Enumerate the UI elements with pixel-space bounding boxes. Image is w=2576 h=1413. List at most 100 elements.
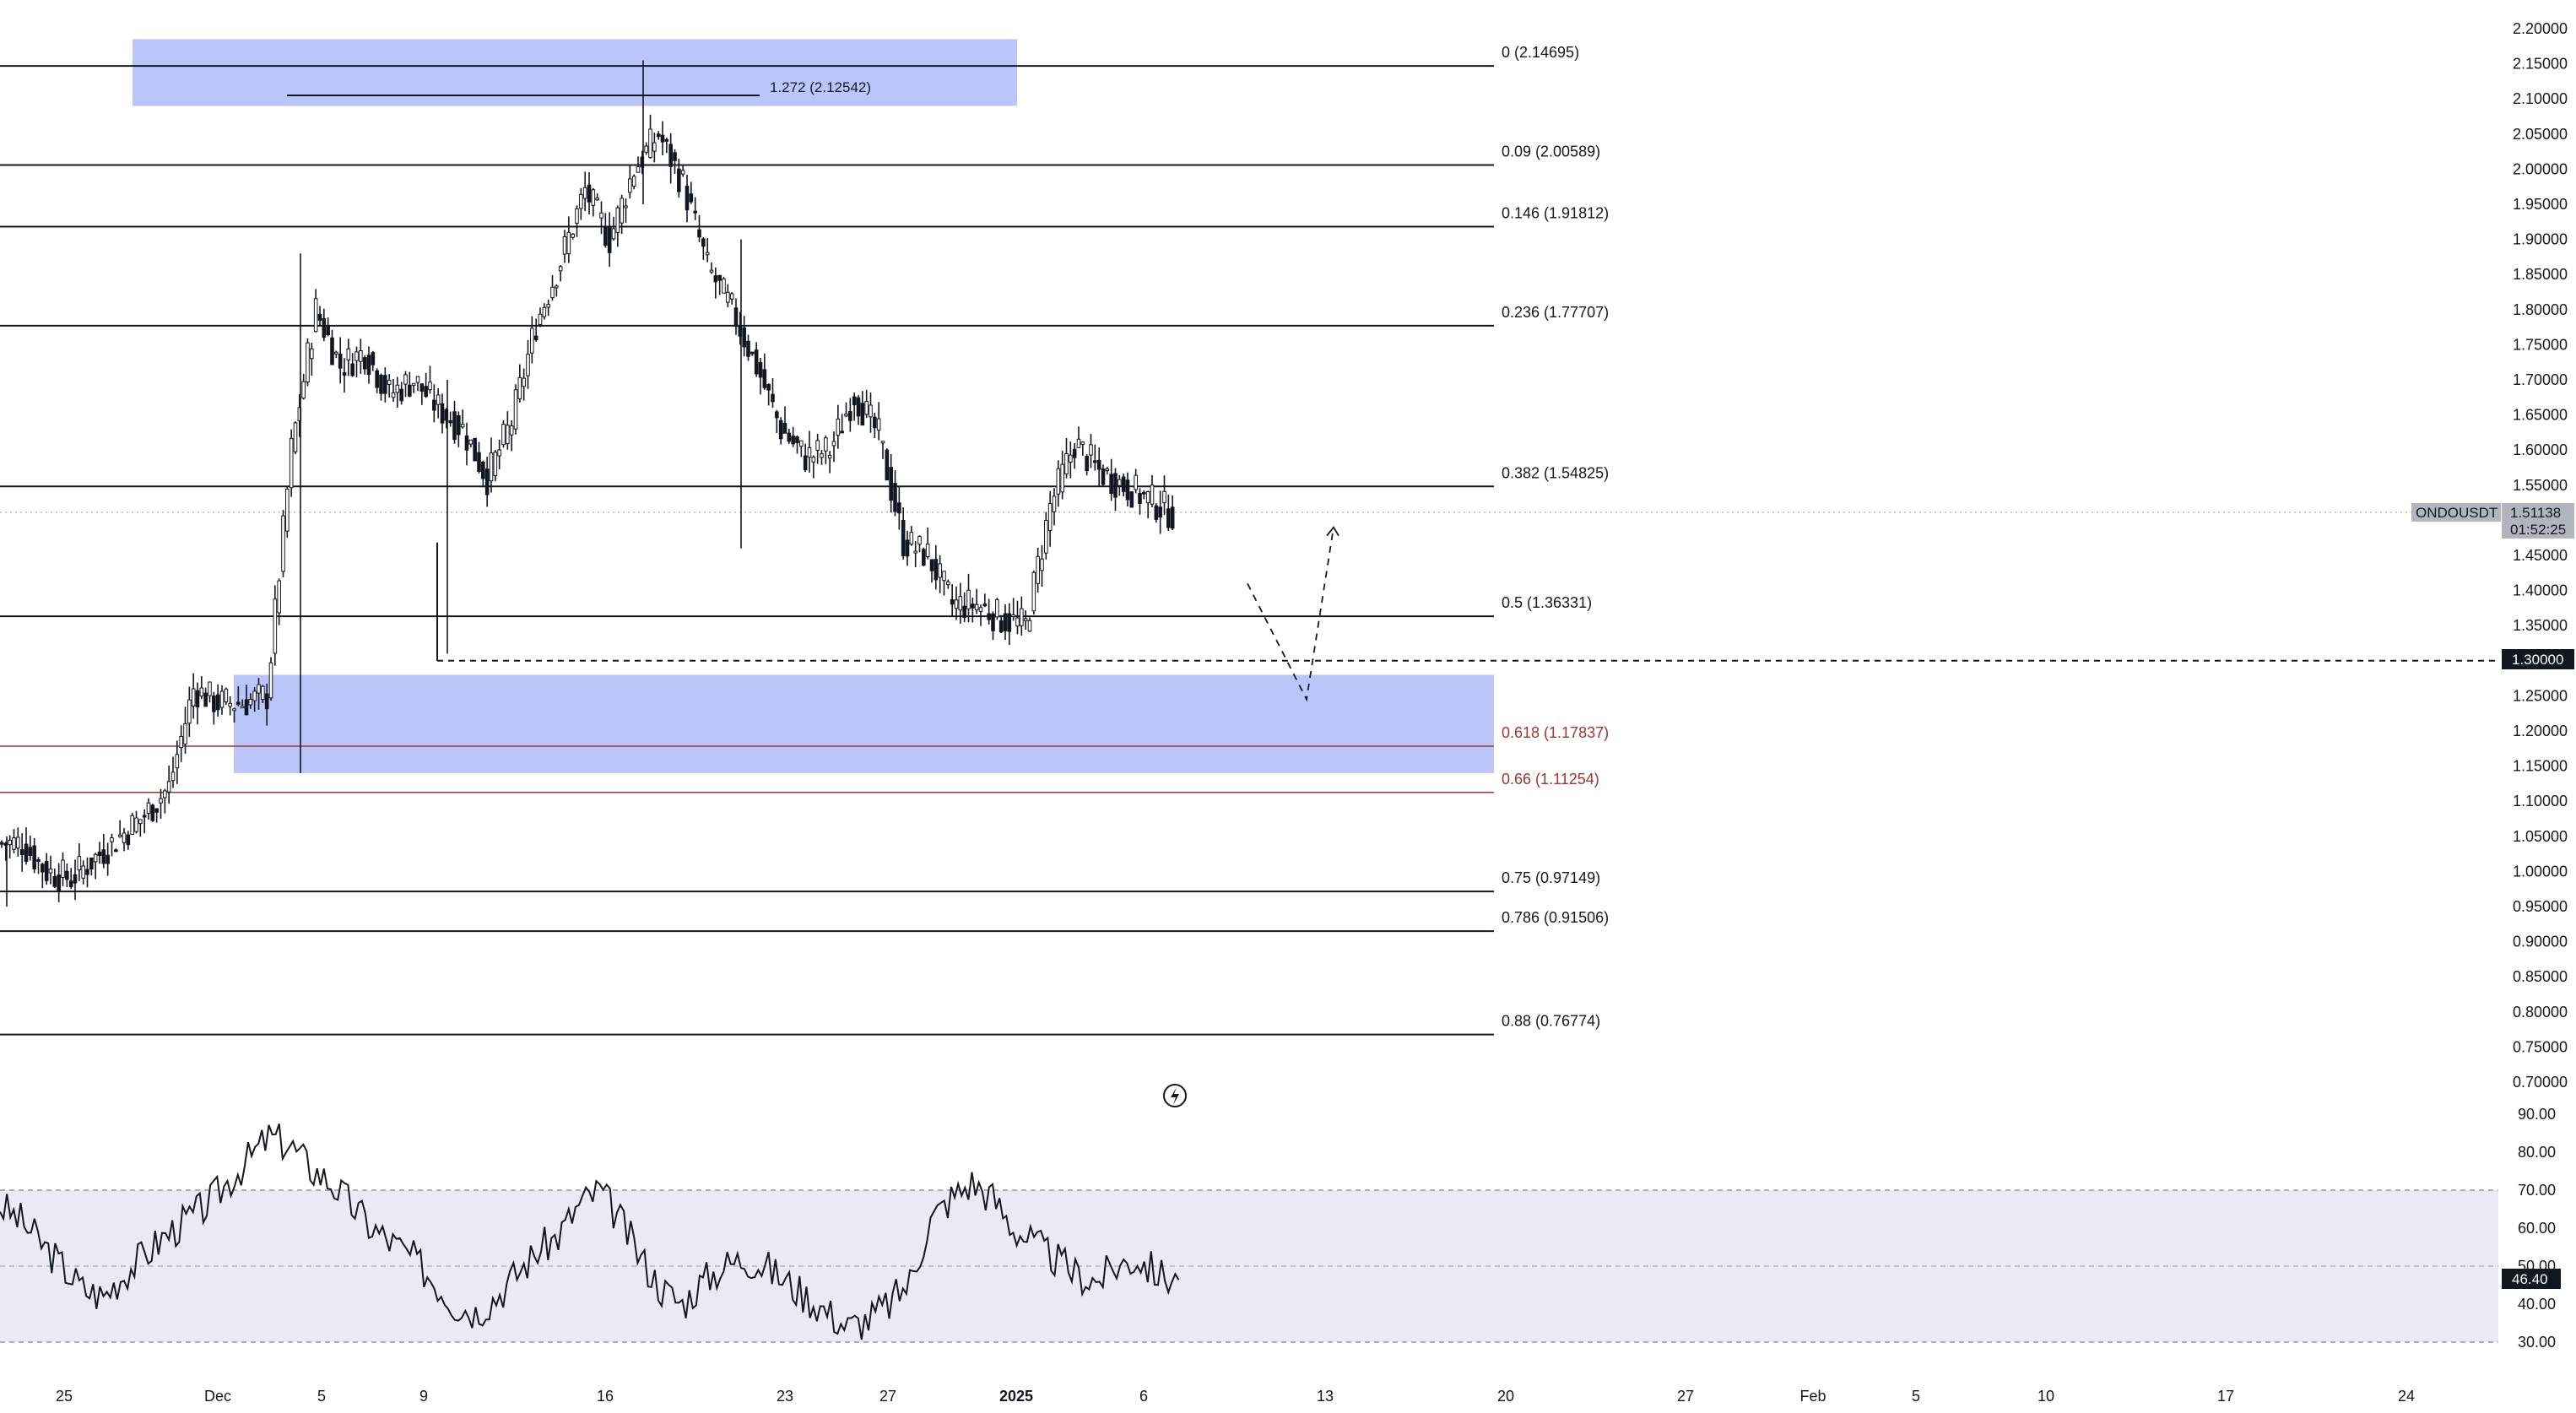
candle-body[interactable]	[971, 604, 975, 609]
candle-body[interactable]	[555, 285, 559, 289]
candle-body[interactable]	[893, 483, 897, 512]
candle-body[interactable]	[436, 394, 441, 405]
candle-body[interactable]	[509, 425, 514, 436]
candle-body[interactable]	[648, 128, 652, 159]
candle-body[interactable]	[268, 662, 273, 699]
candle-body[interactable]	[1060, 463, 1064, 493]
candle-body[interactable]	[938, 563, 942, 578]
candle-body[interactable]	[419, 383, 425, 392]
candle-body[interactable]	[750, 351, 755, 355]
candle-body[interactable]	[1129, 491, 1134, 508]
candle-body[interactable]	[1158, 506, 1162, 518]
candle-body[interactable]	[61, 859, 65, 878]
candle-body[interactable]	[582, 187, 587, 199]
candle-body[interactable]	[579, 193, 583, 209]
candle-body[interactable]	[1125, 479, 1130, 501]
candle-body[interactable]	[1154, 505, 1159, 520]
candle-body[interactable]	[468, 439, 474, 445]
candle-body[interactable]	[330, 337, 334, 365]
fibonacci-retracement[interactable]: 0 (2.14695) 0.09 (2.00589) 0.146 (1.91812)…	[0, 44, 1609, 1036]
candle-body[interactable]	[811, 457, 816, 463]
candle-body[interactable]	[1145, 490, 1150, 504]
candle-body[interactable]	[766, 383, 771, 391]
candle-body[interactable]	[942, 571, 946, 582]
candle-body[interactable]	[411, 382, 416, 386]
candle-body[interactable]	[362, 357, 367, 370]
candle-body[interactable]	[1121, 476, 1126, 492]
candle-body[interactable]	[929, 559, 934, 571]
candle-body[interactable]	[1101, 468, 1106, 485]
candle-body[interactable]	[383, 375, 387, 394]
candle-body[interactable]	[628, 178, 632, 193]
fib-extension[interactable]: 1.272 (2.12542)	[287, 79, 871, 97]
candle-body[interactable]	[57, 874, 61, 891]
candle-body[interactable]	[636, 166, 641, 173]
candle-body[interactable]	[701, 238, 706, 247]
candle-body[interactable]	[395, 384, 400, 393]
candle-body[interactable]	[1109, 474, 1113, 495]
candle-body[interactable]	[869, 404, 873, 418]
candle-body[interactable]	[1036, 555, 1040, 584]
candle-body[interactable]	[232, 708, 236, 712]
candle-body[interactable]	[415, 376, 420, 383]
candle-body[interactable]	[827, 455, 832, 459]
candle-body[interactable]	[28, 847, 33, 857]
candle-body[interactable]	[746, 340, 750, 357]
replay-icon[interactable]	[1163, 1084, 1187, 1107]
candle-body[interactable]	[408, 384, 412, 397]
candle-body[interactable]	[73, 874, 78, 884]
candle-body[interactable]	[958, 596, 963, 611]
candle-body[interactable]	[391, 392, 396, 398]
candle-body[interactable]	[126, 834, 131, 846]
candle-body[interactable]	[313, 298, 318, 333]
candle-body[interactable]	[114, 849, 118, 853]
candle-body[interactable]	[656, 133, 661, 138]
candle-body[interactable]	[183, 723, 187, 744]
candle-body[interactable]	[1142, 491, 1146, 495]
candle-body[interactable]	[264, 693, 269, 710]
candle-body[interactable]	[240, 706, 245, 709]
candle-body[interactable]	[922, 549, 926, 566]
candle-body[interactable]	[68, 880, 73, 888]
candle-body[interactable]	[831, 441, 836, 447]
candle-body[interactable]	[705, 252, 710, 256]
candle-body[interactable]	[787, 432, 792, 442]
candle-body[interactable]	[44, 860, 49, 881]
candle-body[interactable]	[65, 870, 69, 880]
rsi-series-line[interactable]	[0, 1123, 1180, 1340]
candle-body[interactable]	[693, 210, 697, 214]
candle-body[interactable]	[517, 376, 522, 399]
candle-body[interactable]	[203, 692, 208, 707]
candle-body[interactable]	[208, 681, 212, 696]
candle-body[interactable]	[873, 416, 877, 429]
candle-body[interactable]	[575, 208, 579, 224]
candle-body[interactable]	[742, 327, 746, 348]
candle-body[interactable]	[1007, 613, 1012, 632]
candle-body[interactable]	[375, 370, 379, 388]
candle-body[interactable]	[644, 145, 648, 153]
candle-body[interactable]	[562, 236, 567, 255]
price-axis[interactable]: 2.20000 2.15000 2.10000 2.05000 2.00000 1.950…	[2513, 20, 2568, 1091]
candle-body[interactable]	[934, 559, 939, 581]
candle-body[interactable]	[159, 798, 163, 804]
candle-body[interactable]	[317, 314, 322, 321]
candle-body[interactable]	[991, 613, 995, 631]
candle-body[interactable]	[1052, 495, 1057, 512]
candle-body[interactable]	[987, 613, 991, 620]
candle-body[interactable]	[1020, 608, 1024, 626]
candle-body[interactable]	[338, 353, 343, 369]
candle-body[interactable]	[36, 859, 41, 863]
candle-body[interactable]	[359, 350, 363, 362]
candle-body[interactable]	[1118, 479, 1122, 486]
candle-body[interactable]	[962, 605, 966, 618]
candle-body[interactable]	[41, 864, 45, 873]
candle-body[interactable]	[1040, 558, 1044, 571]
candle-body[interactable]	[138, 819, 143, 825]
candle-body[interactable]	[668, 143, 673, 167]
candle-body[interactable]	[12, 837, 16, 850]
candle-body[interactable]	[228, 702, 232, 707]
candle-body[interactable]	[1096, 459, 1101, 470]
candle-body[interactable]	[513, 389, 518, 430]
candle-body[interactable]	[170, 771, 176, 782]
